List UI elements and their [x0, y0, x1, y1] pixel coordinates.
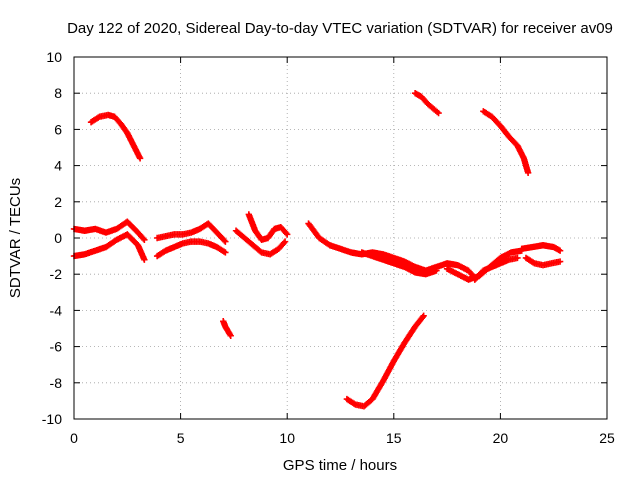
series-arc-7 — [232, 227, 289, 258]
y-tick-label: 6 — [54, 121, 62, 137]
series-arc-11 — [343, 312, 427, 410]
series-arc-6 — [220, 318, 234, 339]
y-tick-label: 4 — [54, 158, 62, 174]
series-marks — [245, 211, 291, 244]
series-marks — [480, 108, 532, 177]
x-tick-label: 0 — [70, 430, 78, 446]
series-marks — [220, 318, 234, 339]
y-tick-label: 2 — [54, 194, 62, 210]
data-marks — [70, 90, 564, 410]
series-arc-13 — [480, 108, 532, 177]
y-tick-label: 10 — [46, 49, 62, 65]
series-arc-3 — [70, 231, 148, 263]
series-arc-17 — [522, 254, 564, 269]
series-arc-10 — [358, 249, 440, 278]
y-tick-label: -6 — [50, 339, 63, 355]
series-marks — [305, 220, 479, 282]
series-arc-2 — [70, 218, 148, 244]
series-arc-4 — [153, 238, 229, 260]
series-marks — [70, 218, 148, 244]
y-tick-label: -10 — [42, 411, 62, 427]
series-arc-5 — [153, 220, 229, 245]
series-marks — [518, 242, 564, 254]
series-arc-12 — [411, 90, 442, 117]
series-marks — [343, 312, 427, 410]
series-marks — [153, 238, 229, 260]
series-marks — [411, 90, 442, 117]
series-arc-9 — [305, 220, 479, 282]
series-arc-16 — [518, 242, 564, 254]
y-tick-label: 8 — [54, 85, 62, 101]
x-axis-label: GPS time / hours — [283, 457, 397, 474]
x-tick-label: 25 — [599, 430, 615, 446]
y-tick-label: 0 — [54, 230, 62, 246]
x-tick-label: 10 — [279, 430, 295, 446]
chart-title: Day 122 of 2020, Sidereal Day-to-day VTE… — [67, 20, 613, 37]
y-tick-label: -8 — [50, 375, 63, 391]
axis-ticks: 0 5 10 15 20 25 -10 -8 -6 -4 -2 0 2 4 6 8 10 — [42, 49, 615, 446]
series-arc-8 — [245, 211, 291, 244]
x-tick-label: 15 — [386, 430, 402, 446]
series-marks — [153, 220, 229, 245]
y-tick-label: -2 — [50, 266, 63, 282]
series-marks — [471, 254, 521, 283]
series-arc-1 — [87, 111, 144, 162]
series-marks — [87, 111, 144, 162]
series-marks — [358, 249, 440, 278]
x-tick-label: 5 — [177, 430, 185, 446]
x-tick-label: 20 — [493, 430, 509, 446]
plot-frame — [73, 56, 608, 420]
y-tick-label: -4 — [50, 302, 63, 318]
y-axis-label: SDTVAR / TECUs — [7, 178, 24, 298]
series-marks — [232, 227, 289, 258]
series-marks — [522, 254, 564, 269]
series-marks — [70, 231, 148, 263]
series-arc-15 — [471, 254, 521, 283]
